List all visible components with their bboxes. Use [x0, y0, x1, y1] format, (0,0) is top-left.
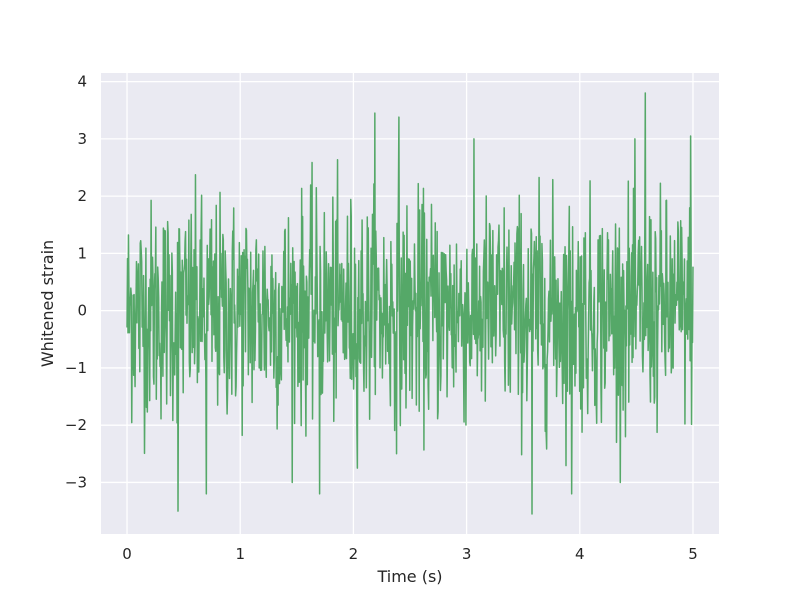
x-axis-ticks: 0 1 2 3 4 5 [122, 545, 697, 563]
y-axis-label: Whitened strain [38, 240, 57, 367]
y-tick-label: −3 [65, 473, 87, 491]
y-tick-label: 4 [77, 73, 87, 91]
x-tick-label: 2 [349, 545, 359, 563]
x-tick-label: 1 [235, 545, 245, 563]
y-axis-ticks: −3 −2 −1 0 1 2 3 4 [65, 73, 87, 492]
x-tick-label: 3 [462, 545, 472, 563]
x-axis-label: Time (s) [376, 567, 442, 586]
series-layer [126, 92, 694, 515]
y-tick-label: −1 [65, 359, 87, 377]
x-tick-label: 5 [688, 545, 698, 563]
y-tick-label: 3 [77, 130, 87, 148]
y-tick-label: −2 [65, 416, 87, 434]
y-tick-label: 0 [77, 302, 87, 320]
y-tick-label: 2 [77, 187, 87, 205]
series-line [126, 92, 694, 515]
x-tick-label: 4 [575, 545, 585, 563]
x-tick-label: 0 [122, 545, 132, 563]
y-tick-label: 1 [77, 244, 87, 262]
